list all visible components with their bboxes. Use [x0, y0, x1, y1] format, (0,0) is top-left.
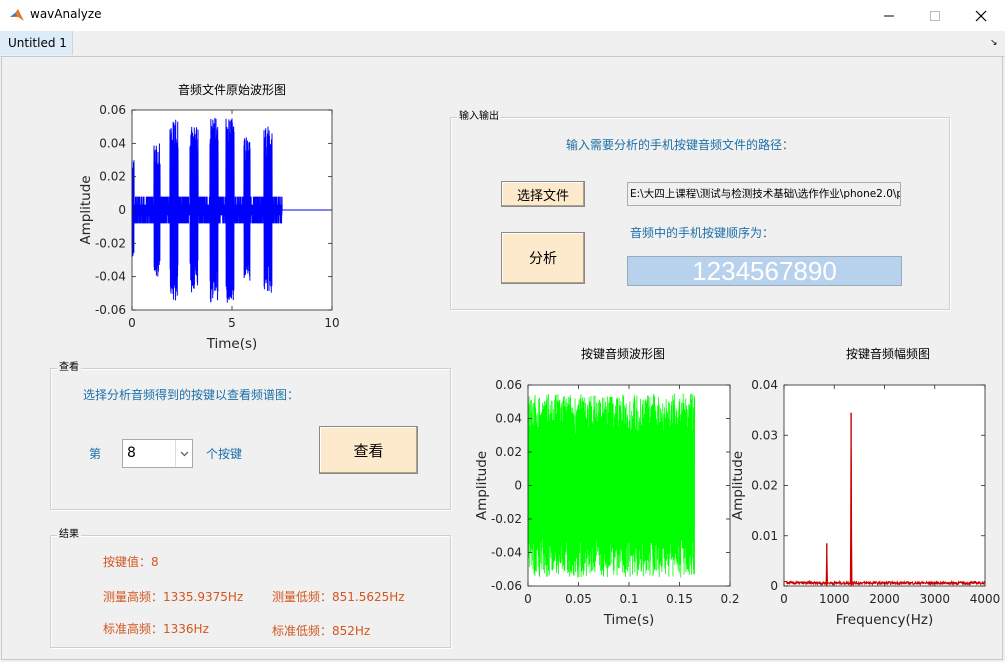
minimize-icon — [884, 15, 894, 16]
main-wave-ytick-label: -0.06 — [95, 303, 126, 317]
tab-bar — [0, 31, 1005, 57]
key-index-suffix: 个按键 — [206, 447, 243, 461]
key-wave-ytick-label: 0.04 — [495, 412, 522, 426]
main-wave-series-line — [131, 117, 332, 303]
spectrum-xlabel: Frequency(Hz) — [836, 612, 934, 628]
spectrum-xtick-label: 1000 — [819, 592, 850, 606]
spectrum-chart: 0 1000 2000 3000 4000 0.04 0.03 0.02 0.01 0 Freque… — [730, 378, 1001, 628]
main-wave-ytick-label: 0.06 — [99, 103, 126, 117]
close-icon — [975, 10, 987, 21]
spectrum-xtick-label: 3000 — [919, 592, 950, 606]
tab-untitled-1[interactable]: Untitled 1 — [0, 31, 73, 55]
figure-area — [1, 56, 1003, 660]
file-path-field[interactable]: E:\大四上课程\测试与检测技术基础\选作作业\phone2.0\p — [627, 182, 901, 206]
key-wave-series-line — [527, 393, 696, 578]
main-wave-xtick-label: 5 — [228, 316, 236, 330]
close-button[interactable] — [958, 0, 1004, 31]
key-wave-ytick-label: -0.02 — [491, 512, 522, 526]
choose-file-button[interactable]: 选择文件 — [501, 181, 585, 207]
spectrum-plot-area — [784, 385, 985, 586]
result-panel-title: 结果 — [57, 529, 81, 541]
result-key-value: 按键值：8 — [103, 555, 159, 569]
key-wave-title: 按键音频波形图 — [580, 347, 666, 361]
key-wave-ytick-label: -0.04 — [491, 546, 522, 560]
spectrum-ylabel: Amplitude — [730, 451, 746, 520]
main-wave-xlabel: Time(s) — [206, 336, 258, 352]
main-wave-title: 音频文件原始波形图 — [177, 83, 287, 97]
analyze-button[interactable]: 分析 — [501, 232, 585, 284]
result-panel: 结果 — [50, 529, 451, 648]
spectrum-ytick-label: 0.03 — [751, 428, 778, 442]
key-wave-chart: 0 0.05 0.1 0.15 0.2 0.06 0.04 0.02 0 -0.02 -0.04 -0… — [474, 378, 740, 628]
path-prompt: 输入需要分析的手机按键音频文件的路径： — [566, 138, 795, 152]
main-wave-ytick-label: -0.02 — [95, 236, 126, 250]
key-wave-xtick-label: 0.15 — [666, 592, 693, 606]
key-wave-ytick-label: -0.06 — [491, 579, 522, 593]
title-bar — [0, 0, 1005, 31]
sequence-label: 音频中的手机按键顺序为： — [630, 226, 775, 240]
main-wave-ytick-label: 0.04 — [99, 136, 126, 150]
result-measured-high: 测量高频：1335.9375Hz — [103, 590, 244, 604]
minimize-button[interactable] — [866, 0, 912, 31]
view-panel: 查看 — [50, 362, 451, 510]
main-wave-ylabel: Amplitude — [78, 175, 94, 244]
spectrum-ytick-label: 0.02 — [751, 479, 778, 493]
key-wave-xtick-label: 0 — [524, 592, 532, 606]
io-panel: 输入输出 — [450, 111, 950, 310]
spectrum-ytick-label: 0.04 — [751, 378, 778, 392]
view-panel-title: 查看 — [57, 362, 81, 374]
result-standard-low: 标准低频：852Hz — [272, 624, 371, 638]
key-wave-xtick-label: 0.2 — [720, 592, 739, 606]
io-panel-title: 输入输出 — [457, 111, 501, 123]
key-wave-ytick-label: 0.02 — [495, 445, 522, 459]
window-title: wavAnalyze — [30, 7, 102, 21]
key-wave-xtick-label: 0.1 — [619, 592, 638, 606]
main-wave-xtick-label: 0 — [128, 316, 136, 330]
chevron-down-icon[interactable] — [175, 440, 193, 467]
view-prompt: 选择分析音频得到的按键以查看频谱图： — [83, 388, 300, 402]
spectrum-title: 按键音频幅频图 — [845, 347, 931, 361]
main-wave-xtick-label: 10 — [324, 316, 339, 330]
main-wave-ytick-label: 0.02 — [99, 170, 126, 184]
spectrum-series-line — [784, 444, 986, 587]
spectrum-ytick-label: 0.01 — [751, 529, 778, 543]
key-select-value: 8 — [127, 445, 136, 461]
key-wave-ytick-label: 0.06 — [495, 378, 522, 392]
spectrum-xtick-label: 4000 — [970, 592, 1001, 606]
result-measured-low: 测量低频：851.5625Hz — [272, 590, 405, 604]
main-wave-chart: 0 5 10 0.06 0.04 0.02 0 -0.02 -0.04 -0.06 Time(s) A… — [78, 103, 340, 352]
result-standard-high: 标准高频：1336Hz — [103, 622, 209, 636]
key-wave-ytick-label: 0 — [514, 479, 522, 493]
undock-icon[interactable]: ↘ — [990, 38, 998, 48]
main-wave-ytick-label: 0 — [118, 203, 126, 217]
key-wave-xlabel: Time(s) — [603, 612, 655, 628]
maximize-button[interactable] — [912, 0, 958, 31]
spectrum-xtick-label: 2000 — [869, 592, 900, 606]
key-wave-ylabel: Amplitude — [474, 451, 490, 520]
key-select[interactable]: 8 — [122, 439, 193, 468]
main-wave-ytick-label: -0.04 — [95, 270, 126, 284]
spectrum-xtick-label: 0 — [780, 592, 788, 606]
spectrum-ytick-label: 0 — [770, 579, 778, 593]
maximize-icon — [930, 10, 940, 21]
matlab-app-icon — [9, 7, 25, 23]
view-button[interactable]: 查看 — [319, 426, 418, 474]
key-wave-xtick-label: 0.05 — [565, 592, 592, 606]
key-sequence-display: 1234567890 — [627, 256, 902, 286]
key-index-prefix: 第 — [89, 447, 102, 461]
